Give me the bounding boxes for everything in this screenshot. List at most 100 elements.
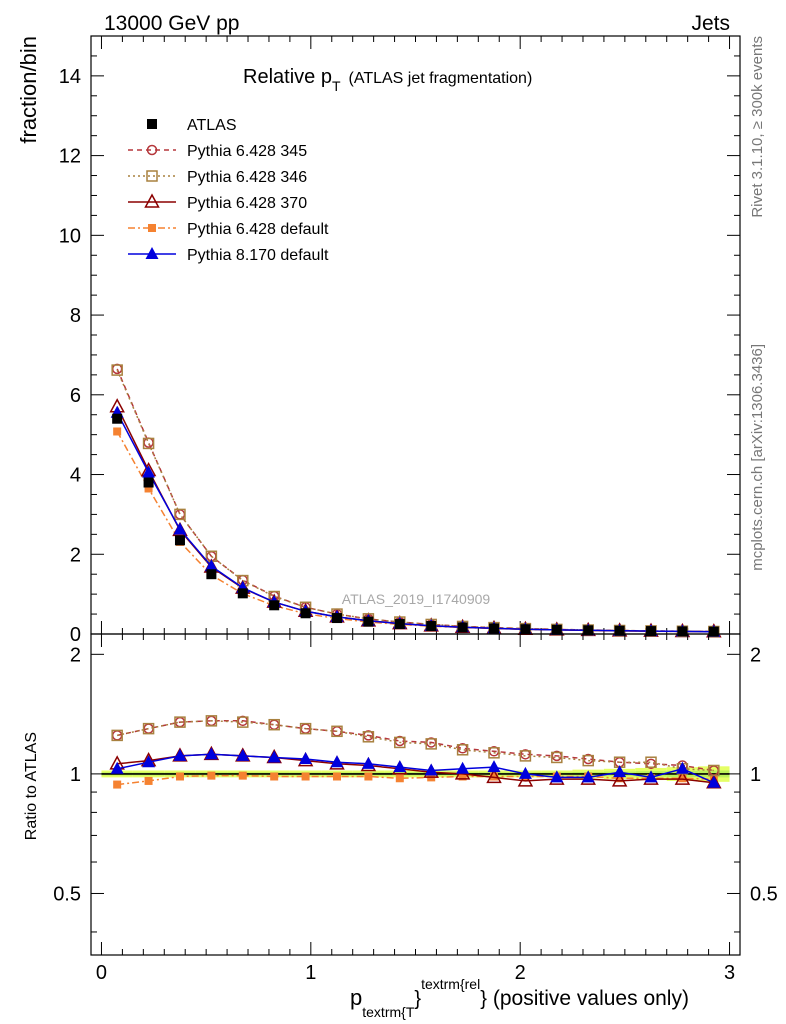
data-point-atlas bbox=[583, 625, 594, 636]
ratio-point-p8def bbox=[236, 748, 250, 761]
legend-item-p6def: Pythia 6.428 default bbox=[128, 221, 329, 238]
ratio-point-p8def bbox=[110, 761, 124, 774]
ratio-point-p346 bbox=[111, 729, 123, 742]
data-point-atlas bbox=[112, 413, 123, 424]
ratio-point-p346 bbox=[205, 715, 218, 727]
ratio-point-p346 bbox=[268, 718, 280, 731]
legend-item-p370: Pythia 6.428 370 bbox=[128, 193, 307, 212]
legend-marker-p370 bbox=[144, 193, 160, 208]
ratio-y-tick-label: 0.5 bbox=[53, 883, 81, 905]
x-axis-label-sup: textrm{rel bbox=[421, 976, 480, 992]
data-point-atlas bbox=[269, 600, 280, 611]
ratio-point-p370 bbox=[486, 768, 502, 784]
ratio-point-p8def bbox=[267, 750, 281, 763]
series-ratio-p8def bbox=[110, 747, 721, 788]
ratio-point-p6def bbox=[270, 772, 279, 781]
main-y-tick-label: 14 bbox=[59, 66, 81, 88]
legend-label-atlas: ATLAS bbox=[187, 117, 237, 134]
ratio-point-p6def bbox=[207, 771, 216, 780]
data-point-p6def bbox=[144, 484, 153, 493]
ratio-point-p8def bbox=[518, 766, 532, 779]
ratio-point-p8def bbox=[424, 763, 438, 776]
ratio-y-tick-label: 2 bbox=[70, 644, 81, 666]
data-point-atlas bbox=[237, 588, 248, 599]
ratio-y-tick-label-right: 0.5 bbox=[750, 883, 778, 905]
series-ratio-p345 bbox=[111, 715, 720, 776]
legend-marker-p8def bbox=[145, 247, 159, 259]
data-point-atlas bbox=[206, 569, 217, 580]
legend-marker-atlas bbox=[147, 119, 157, 129]
legend: ATLAS Pythia 6.428 345 Pythia 6.428 346 Pyt… bbox=[128, 117, 329, 264]
data-point-atlas bbox=[143, 477, 154, 488]
ratio-point-p346 bbox=[645, 756, 657, 768]
ratio-point-p8def bbox=[707, 775, 721, 788]
x-tick-label: 2 bbox=[515, 962, 526, 984]
ratio-point-p8def bbox=[299, 752, 313, 765]
plot-title: Relative pT (ATLAS jet fragmentation) bbox=[243, 66, 532, 94]
ratio-y-tick-label-right: 2 bbox=[750, 644, 761, 666]
ratio-point-p8def bbox=[173, 748, 187, 761]
header-right: Jets bbox=[691, 12, 730, 35]
data-point-atlas bbox=[646, 626, 657, 637]
ratio-point-p6def bbox=[458, 772, 467, 781]
data-point-atlas bbox=[520, 624, 531, 635]
x-axis-label-main: p bbox=[350, 985, 362, 1010]
legend-item-p345: Pythia 6.428 345 bbox=[128, 143, 307, 160]
data-point-p8def bbox=[204, 559, 218, 572]
main-y-tick-label: 4 bbox=[70, 465, 81, 487]
data-point-atlas bbox=[677, 626, 688, 637]
data-point-atlas bbox=[489, 623, 500, 634]
legend-marker-p345 bbox=[146, 144, 158, 156]
main-y-tick-label: 6 bbox=[70, 385, 81, 407]
mcplots-side-label: mcplots.cern.ch [arXiv:1306.3436] bbox=[749, 344, 766, 571]
ratio-point-p6def bbox=[364, 772, 373, 781]
legend-label-p370: Pythia 6.428 370 bbox=[187, 195, 307, 212]
ratio-point-p8def bbox=[487, 760, 501, 773]
ratio-point-p6def bbox=[113, 780, 122, 789]
ratio-point-p370 bbox=[611, 772, 628, 787]
ratio-point-p6def bbox=[144, 776, 153, 785]
series-main-atlas bbox=[112, 413, 719, 637]
x-axis-label-sub: textrm{T bbox=[362, 1004, 415, 1020]
ratio-point-p346 bbox=[425, 738, 437, 750]
ratio-point-p346 bbox=[299, 722, 312, 735]
legend-label-p345: Pythia 6.428 345 bbox=[187, 143, 307, 160]
ratio-point-p8def bbox=[393, 760, 407, 773]
data-point-atlas bbox=[300, 608, 311, 619]
ratio-point-p346 bbox=[456, 744, 469, 756]
ratio-point-p346 bbox=[331, 725, 343, 738]
main-plot-panel: 0 2 4 6 8 10 12 14 bbox=[59, 35, 741, 646]
data-point-p346 bbox=[111, 364, 123, 376]
ratio-point-p8def bbox=[204, 747, 218, 760]
ratio-point-p8def bbox=[456, 761, 470, 774]
ratio-point-p346 bbox=[237, 716, 249, 728]
ratio-line-p8def bbox=[117, 753, 715, 784]
ratio-point-p346 bbox=[551, 751, 563, 764]
ratio-point-p8def bbox=[361, 756, 375, 769]
main-y-tick-label: 12 bbox=[59, 146, 81, 168]
data-point-p346 bbox=[174, 508, 186, 521]
ratio-point-p346 bbox=[582, 754, 594, 767]
ratio-point-p346 bbox=[394, 736, 406, 749]
legend-label-p6def: Pythia 6.428 default bbox=[187, 221, 329, 238]
data-point-atlas bbox=[363, 616, 374, 627]
analysis-watermark: ATLAS_2019_I1740909 bbox=[342, 591, 491, 607]
x-axis-label-brace-2: } bbox=[480, 988, 487, 1010]
legend-label-p8def: Pythia 8.170 default bbox=[187, 247, 329, 264]
data-point-atlas bbox=[614, 625, 625, 636]
x-axis-label-rest: (positive values only) bbox=[493, 987, 689, 1010]
x-tick-label: 3 bbox=[724, 962, 735, 984]
main-y-axis-label: fraction/bin bbox=[16, 36, 41, 144]
series-ratio-p346 bbox=[111, 715, 720, 777]
ratio-point-p370 bbox=[674, 770, 691, 785]
ratio-point-p346 bbox=[488, 747, 500, 759]
legend-item-p346: Pythia 6.428 346 bbox=[128, 169, 307, 186]
ratio-point-p8def bbox=[581, 770, 595, 783]
data-point-atlas bbox=[394, 619, 405, 630]
legend-marker-p346 bbox=[146, 170, 158, 182]
ratio-point-p346 bbox=[519, 750, 532, 762]
data-point-atlas bbox=[331, 613, 342, 624]
x-axis-label: ptextrm{T}textrm{rel} (positive values on… bbox=[350, 976, 689, 1020]
ratio-point-p8def bbox=[675, 761, 689, 774]
